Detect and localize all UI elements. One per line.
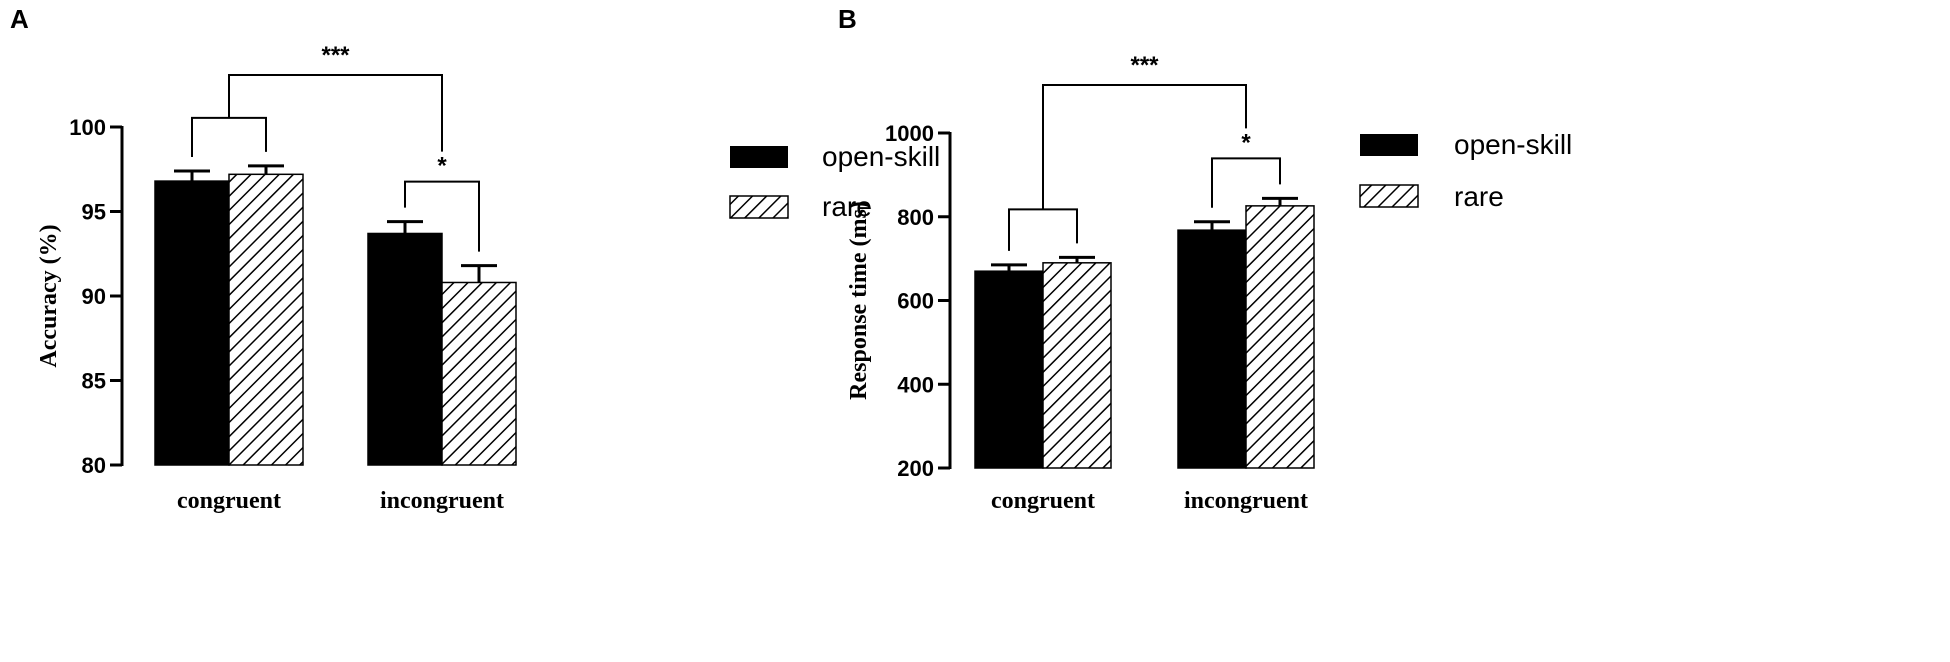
category-labels-a: congruent incongruent [177,488,504,514]
significance-label: * [437,153,447,180]
y-tick-label: 95 [82,200,106,225]
y-tick-label: 400 [897,372,934,397]
category-label: incongruent [380,488,504,514]
panel-letter-a: A [10,4,29,34]
legend-label-open-skill-b: open-skill [1454,129,1572,160]
bar-rare-congruent [228,173,304,466]
y-tick-label: 100 [69,115,106,140]
y-tick-label: 80 [82,453,106,478]
category-label: congruent [177,488,281,514]
bracket-incongruent [404,180,480,252]
legend-label-rare-b: rare [1454,181,1504,212]
y-tick-label: 800 [897,205,934,230]
y-tick-label: 85 [82,369,106,394]
legend-swatch-open-skill-b [1360,134,1418,156]
bracket-congruent [1008,208,1078,251]
bracket-between-conditions [228,74,443,152]
bars-b [974,196,1315,469]
legend-swatch-open-skill-a [730,146,788,168]
legend-b: open-skill rare [1359,129,1572,212]
significance-brackets-a: **** [191,42,480,252]
legend-a: open-skill rare [729,141,940,222]
legend-swatch-rare-a [729,195,789,219]
category-label: congruent [991,488,1095,514]
y-ticks-b: 200 400 600 800 1000 [885,121,950,481]
bracket-between-conditions [1042,84,1247,210]
category-labels-b: congruent incongruent [991,488,1308,514]
panel-a: A Accuracy (%) 80 85 90 95 100 congruent inco… [10,4,940,514]
legend-swatch-rare-b [1359,184,1419,208]
significance-label: *** [1130,52,1159,79]
bar-open-skill-congruent [154,180,230,466]
y-tick-label: 90 [82,284,106,309]
y-axis-label-b: Response time (ms) [846,201,872,400]
significance-label: * [1241,129,1251,156]
bracket-congruent [191,116,267,157]
y-axis-label-a: Accuracy (%) [36,224,62,367]
bars-a [154,164,517,466]
bar-rare-incongruent [1245,205,1315,469]
bar-open-skill-congruent [974,270,1044,469]
bar-open-skill-incongruent [1177,229,1247,469]
y-ticks-a: 80 85 90 95 100 [69,115,122,478]
significance-brackets-b: **** [1008,52,1281,251]
bar-rare-incongruent [441,281,517,466]
bar-open-skill-incongruent [367,232,443,466]
legend-label-open-skill-a: open-skill [822,141,940,172]
y-tick-label: 1000 [885,121,934,146]
panel-letter-b: B [838,4,857,34]
y-tick-label: 600 [897,289,934,314]
category-label: incongruent [1184,488,1308,514]
legend-label-rare-a: rare [822,191,872,222]
significance-label: *** [321,42,350,69]
y-tick-label: 200 [897,456,934,481]
panel-b: B Response time (ms) 200 400 600 800 1000 co… [838,4,1572,514]
bar-rare-congruent [1042,262,1112,469]
bracket-incongruent [1211,157,1281,208]
